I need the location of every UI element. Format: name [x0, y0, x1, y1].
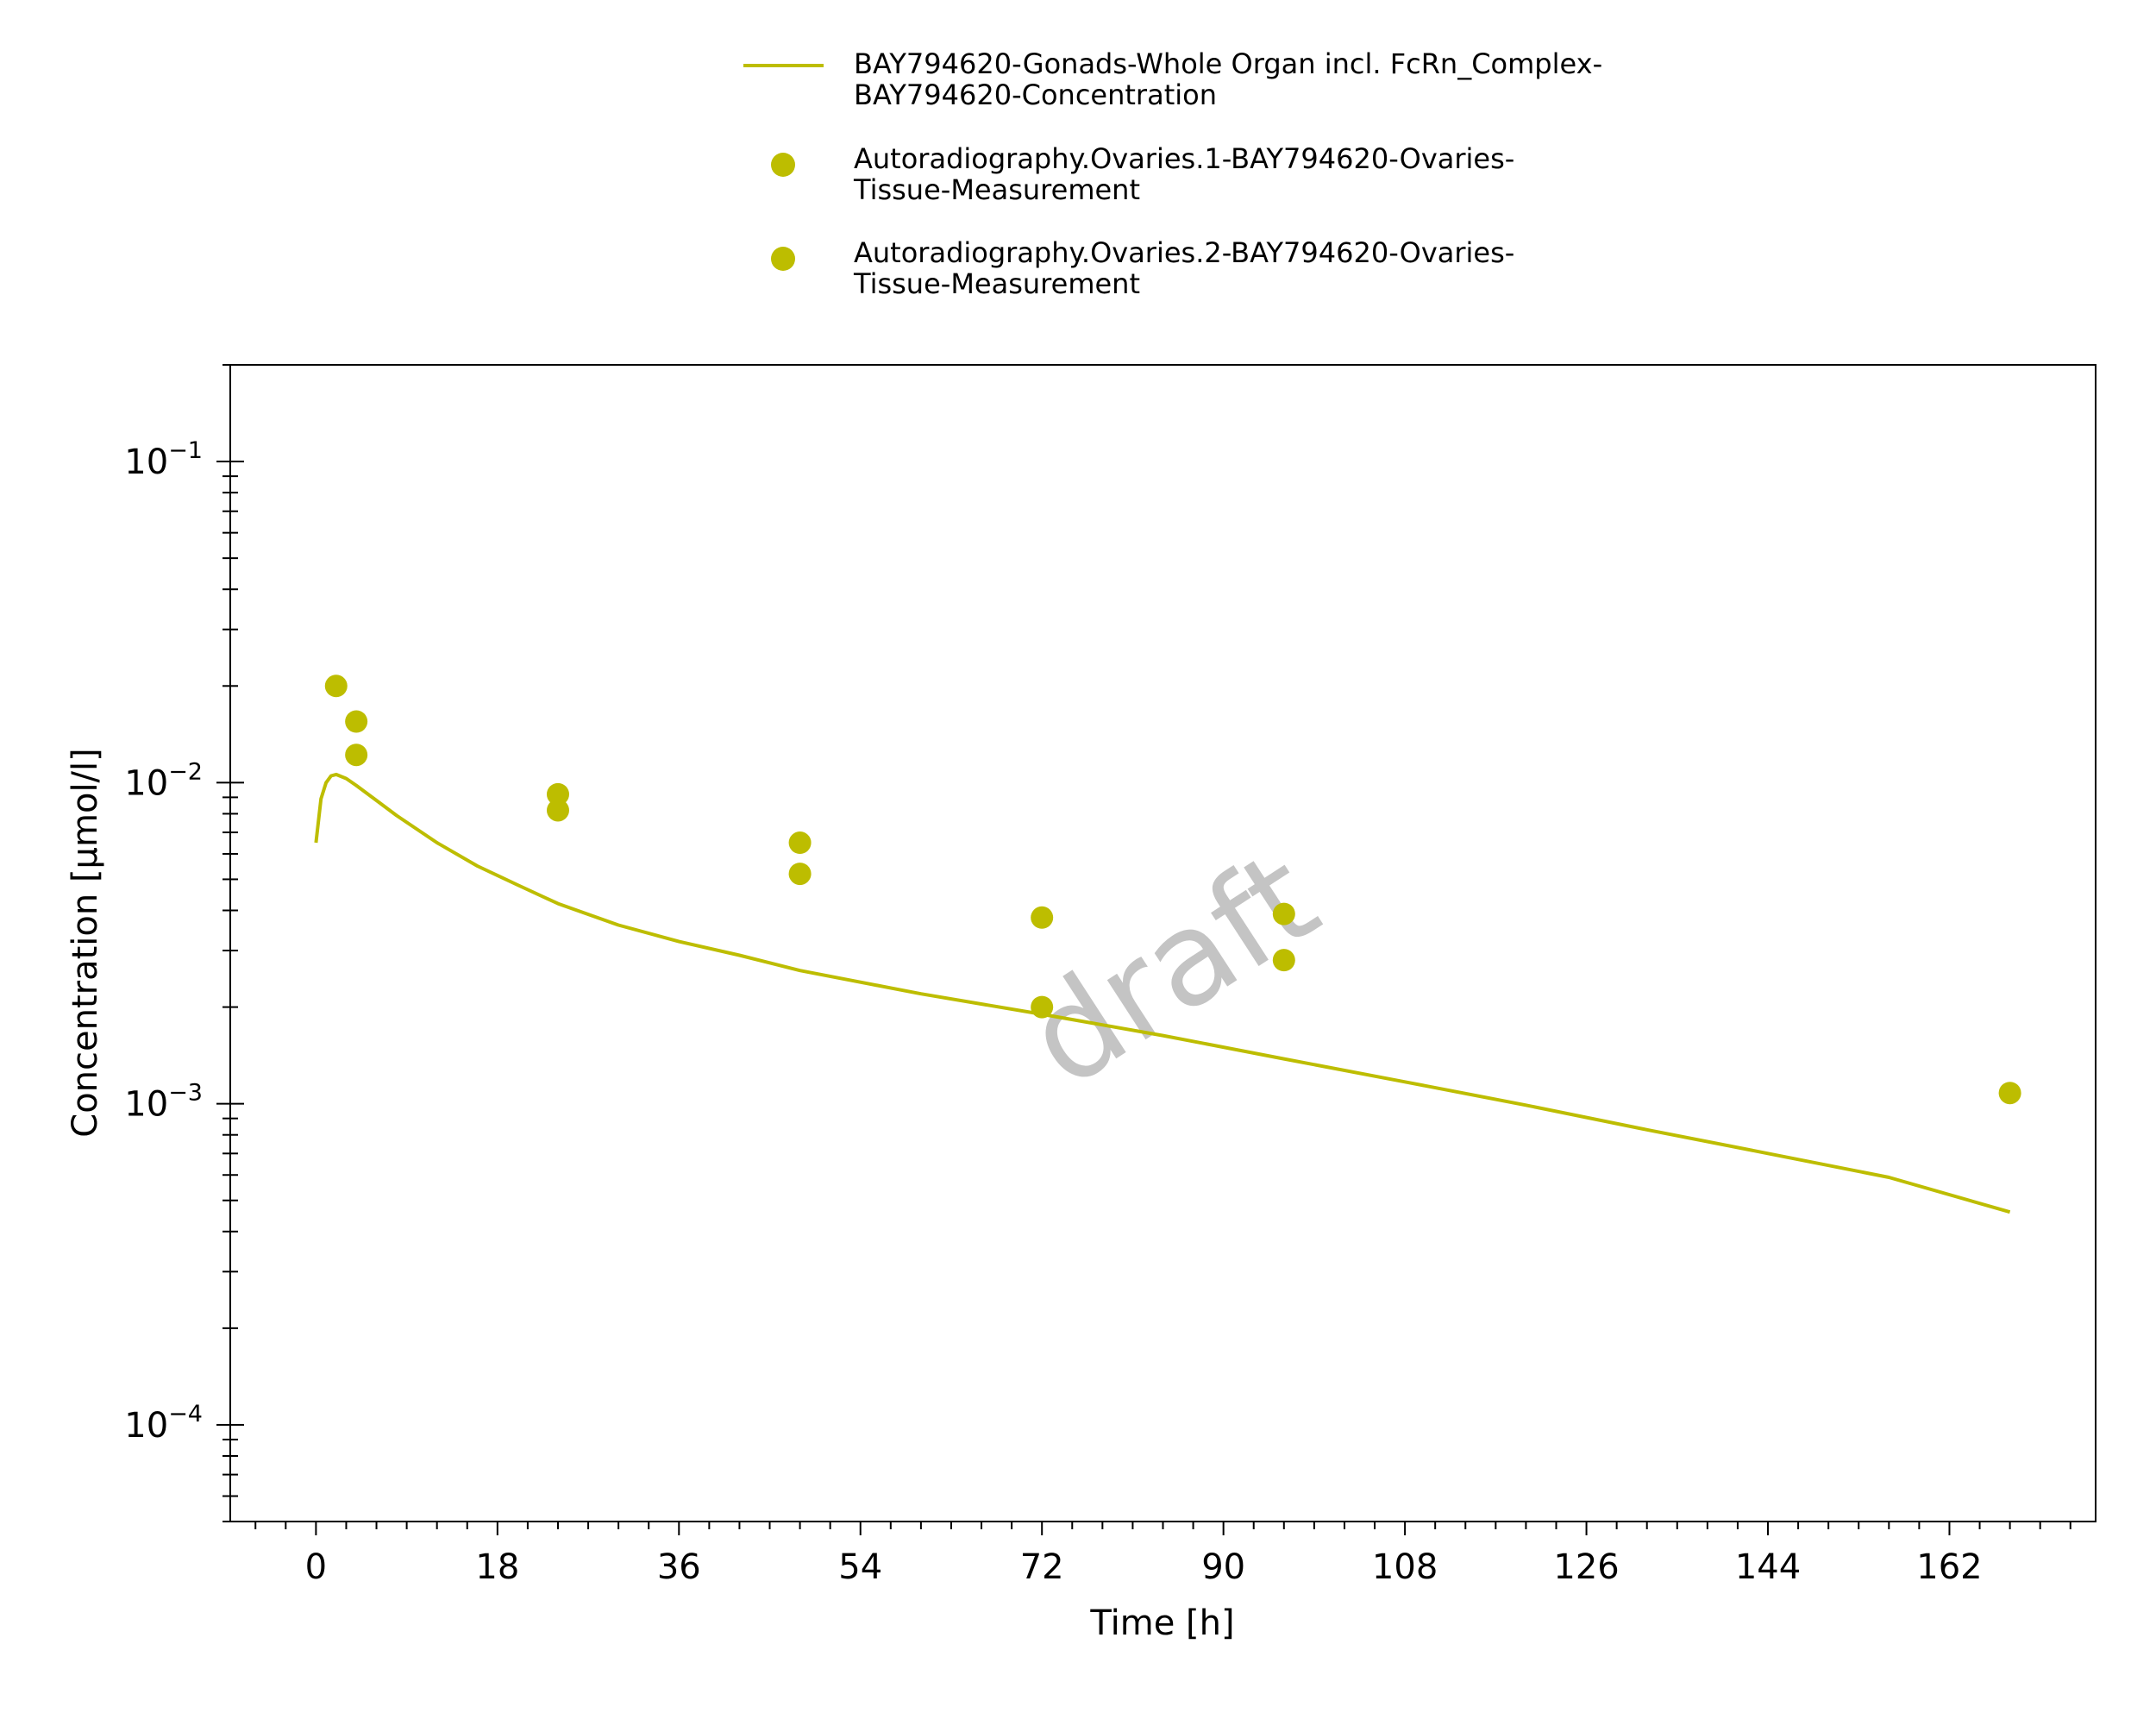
y-tick-label: 10−2	[124, 758, 203, 803]
watermark-text: draft	[1002, 823, 1343, 1117]
y-tick-label: 10−3	[124, 1080, 203, 1125]
legend-label: Autoradiography.Ovaries.1-BAY794620-Ovar…	[854, 142, 1514, 175]
watermark-layer: draft	[1002, 823, 1343, 1117]
x-tick-label: 18	[475, 1547, 519, 1587]
series-1-point	[345, 710, 368, 733]
y-tick-base: 10	[124, 1406, 168, 1446]
x-tick-label: 90	[1201, 1547, 1245, 1587]
y-tick-label: 10−1	[124, 437, 203, 482]
y-tick-exponent: −3	[168, 1080, 203, 1107]
x-tick-label: 0	[305, 1547, 327, 1587]
series-layer	[314, 675, 2021, 1214]
y-tick-base: 10	[124, 442, 168, 482]
y-tick-exponent: −2	[168, 758, 203, 785]
x-tick-label: 108	[1372, 1547, 1438, 1587]
y-tick-exponent: −4	[168, 1401, 203, 1428]
x-tick-label: 144	[1735, 1547, 1801, 1587]
series-1-point	[1031, 906, 1054, 929]
legend-label: BAY794620-Concentration	[854, 78, 1217, 111]
x-tick-label: 54	[838, 1547, 882, 1587]
series-2-point	[345, 744, 368, 767]
y-axis: 10−110−210−310−4	[124, 364, 244, 1522]
y-axis-title: Concentration [µmol/l]	[66, 748, 105, 1137]
series-2-point	[788, 863, 812, 886]
y-tick-exponent: −1	[168, 437, 203, 464]
legend: BAY794620-Gonads-Whole Organ incl. FcRn_…	[743, 47, 1602, 300]
legend-marker-swatch	[771, 247, 795, 271]
series-1-point	[1272, 902, 1295, 926]
x-tick-label: 72	[1020, 1547, 1064, 1587]
x-tick-label: 126	[1553, 1547, 1619, 1587]
y-tick-label: 10−4	[124, 1401, 203, 1446]
y-tick-base: 10	[124, 763, 168, 803]
x-tick-label: 36	[657, 1547, 701, 1587]
series-line-0	[314, 772, 2011, 1214]
x-axis-title: Time [h]	[1089, 1603, 1234, 1643]
y-tick-base: 10	[124, 1085, 168, 1125]
series-1-point	[546, 782, 569, 806]
series-1-point	[324, 675, 348, 698]
x-tick-label: 162	[1916, 1547, 1982, 1587]
legend-label: Autoradiography.Ovaries.2-BAY794620-Ovar…	[854, 236, 1514, 269]
legend-label: Tissue-Measurement	[853, 173, 1140, 206]
series-2-point	[1272, 949, 1295, 972]
series-1-point	[788, 831, 812, 855]
series-1-point	[1998, 1082, 2021, 1105]
x-axis: 0 18 36 54 72 90 108 126 144 162	[254, 1522, 2071, 1587]
legend-marker-swatch	[771, 153, 795, 177]
series-2-point	[1031, 995, 1054, 1019]
legend-label: BAY794620-Gonads-Whole Organ incl. FcRn_…	[854, 47, 1602, 80]
legend-label: Tissue-Measurement	[853, 267, 1140, 300]
series-2-point	[546, 799, 569, 822]
